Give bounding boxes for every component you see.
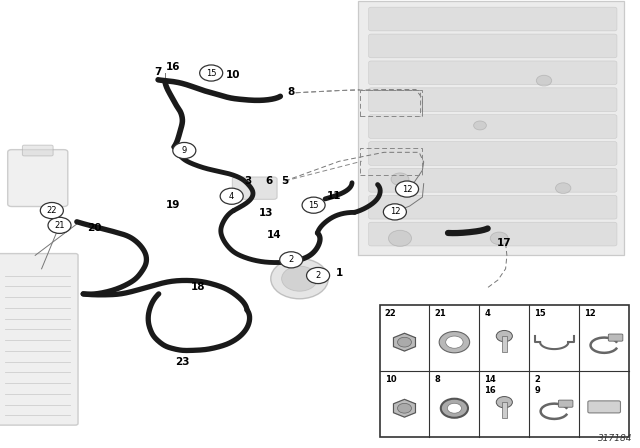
Polygon shape — [394, 333, 415, 351]
Circle shape — [173, 142, 196, 159]
Circle shape — [307, 267, 330, 284]
FancyBboxPatch shape — [232, 177, 277, 199]
Text: 4: 4 — [229, 192, 234, 201]
Text: 15: 15 — [206, 69, 216, 78]
Text: 19: 19 — [166, 200, 180, 210]
Text: 2
9: 2 9 — [534, 375, 540, 395]
FancyBboxPatch shape — [369, 168, 617, 192]
Polygon shape — [358, 1, 624, 255]
Text: 13: 13 — [259, 208, 273, 218]
Text: 12: 12 — [584, 309, 596, 318]
Circle shape — [397, 337, 412, 347]
Circle shape — [302, 197, 325, 213]
Circle shape — [200, 65, 223, 81]
Text: 3: 3 — [244, 177, 252, 186]
Text: 15: 15 — [308, 201, 319, 210]
FancyBboxPatch shape — [0, 254, 78, 425]
Text: 21: 21 — [54, 221, 65, 230]
Text: 22: 22 — [47, 206, 57, 215]
Circle shape — [396, 181, 419, 197]
Polygon shape — [394, 399, 415, 417]
FancyBboxPatch shape — [369, 142, 617, 165]
FancyBboxPatch shape — [609, 334, 623, 341]
Text: 2: 2 — [316, 271, 321, 280]
Bar — [360, 90, 422, 116]
FancyBboxPatch shape — [369, 34, 617, 58]
Circle shape — [271, 258, 328, 299]
Circle shape — [441, 399, 468, 418]
Text: 12: 12 — [402, 185, 412, 194]
Circle shape — [447, 403, 461, 413]
Bar — [380, 305, 629, 437]
Circle shape — [439, 332, 470, 353]
Circle shape — [490, 232, 508, 245]
Bar — [360, 148, 422, 175]
Text: 4: 4 — [484, 309, 490, 318]
Circle shape — [496, 396, 513, 408]
Text: 22: 22 — [385, 309, 396, 318]
Text: 2: 2 — [289, 255, 294, 264]
Circle shape — [556, 183, 571, 194]
FancyBboxPatch shape — [369, 115, 617, 138]
FancyBboxPatch shape — [369, 61, 617, 85]
Text: 7: 7 — [154, 67, 162, 77]
FancyBboxPatch shape — [369, 7, 617, 31]
FancyBboxPatch shape — [8, 150, 68, 207]
Circle shape — [282, 266, 317, 291]
Text: 15: 15 — [534, 309, 546, 318]
Text: 317184: 317184 — [598, 434, 632, 443]
Circle shape — [220, 188, 243, 204]
Circle shape — [48, 217, 71, 233]
Text: 14: 14 — [267, 230, 281, 240]
FancyBboxPatch shape — [558, 400, 573, 407]
Text: 8: 8 — [435, 375, 440, 384]
Text: 6: 6 — [265, 176, 273, 186]
Circle shape — [445, 336, 463, 348]
Bar — [502, 402, 507, 418]
Text: 5: 5 — [281, 176, 289, 186]
Circle shape — [40, 202, 63, 219]
Circle shape — [388, 230, 412, 246]
FancyBboxPatch shape — [369, 88, 617, 112]
Text: 11: 11 — [327, 191, 341, 201]
Text: 14
16: 14 16 — [484, 375, 496, 395]
Circle shape — [474, 121, 486, 130]
Text: 23: 23 — [175, 357, 189, 367]
Bar — [502, 336, 507, 352]
Text: 10: 10 — [385, 375, 396, 384]
Circle shape — [536, 75, 552, 86]
Text: 20: 20 — [88, 223, 102, 233]
Circle shape — [280, 252, 303, 268]
Text: 21: 21 — [435, 309, 446, 318]
Circle shape — [496, 331, 513, 342]
FancyBboxPatch shape — [369, 195, 617, 219]
Circle shape — [391, 173, 409, 185]
FancyBboxPatch shape — [22, 145, 53, 156]
FancyBboxPatch shape — [588, 401, 621, 413]
Text: 12: 12 — [390, 207, 400, 216]
Text: 1: 1 — [335, 268, 343, 278]
Text: 9: 9 — [182, 146, 187, 155]
Text: 18: 18 — [191, 282, 205, 292]
Text: 10: 10 — [226, 70, 240, 80]
Text: 17: 17 — [497, 238, 511, 248]
Text: 16: 16 — [166, 62, 180, 72]
FancyBboxPatch shape — [369, 222, 617, 246]
Text: 8: 8 — [287, 87, 295, 97]
Circle shape — [397, 403, 412, 413]
Circle shape — [383, 204, 406, 220]
